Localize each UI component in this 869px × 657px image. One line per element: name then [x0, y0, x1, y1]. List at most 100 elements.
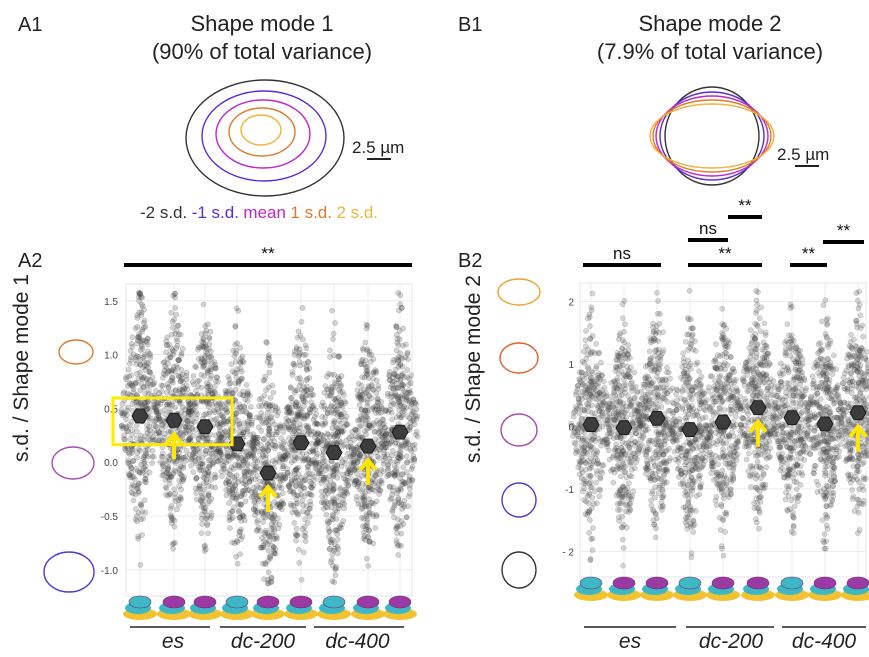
data-point	[179, 389, 186, 395]
data-point	[178, 352, 185, 358]
data-point	[721, 340, 727, 347]
data-point	[184, 386, 191, 393]
data-point	[172, 387, 179, 394]
data-point	[698, 381, 704, 388]
data-point	[648, 367, 655, 373]
data-point	[175, 501, 182, 508]
data-point	[167, 354, 174, 361]
data-point	[614, 501, 621, 507]
data-point	[654, 289, 660, 296]
data-point	[589, 547, 596, 553]
data-point	[173, 458, 180, 465]
data-point	[183, 372, 190, 379]
data-point	[121, 389, 128, 395]
data-point	[720, 495, 727, 502]
data-point	[147, 437, 154, 443]
data-point	[132, 476, 138, 483]
data-point	[616, 415, 623, 422]
data-point	[676, 456, 682, 462]
data-point	[696, 491, 703, 498]
data-point	[643, 399, 649, 406]
data-point	[671, 436, 678, 443]
data-point	[142, 509, 149, 516]
data-point	[142, 338, 149, 344]
data-point	[142, 463, 149, 470]
data-point	[628, 455, 634, 462]
data-point	[692, 436, 698, 443]
data-point	[132, 357, 139, 364]
data-point	[617, 393, 623, 399]
data-point	[685, 379, 691, 385]
data-point	[129, 431, 136, 438]
data-point	[137, 502, 144, 508]
data-point	[166, 474, 172, 481]
data-point	[623, 414, 630, 421]
data-point	[581, 407, 588, 414]
data-point	[132, 381, 139, 387]
data-point	[169, 375, 176, 381]
data-point	[134, 353, 140, 359]
data-point	[141, 452, 148, 459]
data-point	[161, 434, 168, 441]
a1-title-line2: (90% of total variance)	[151, 39, 373, 64]
data-point	[151, 427, 158, 434]
data-point	[590, 525, 596, 531]
data-point	[627, 380, 634, 387]
data-point	[138, 399, 144, 406]
data-point	[161, 367, 168, 374]
data-point	[138, 501, 144, 507]
data-point	[587, 323, 593, 330]
data-point	[622, 321, 628, 328]
data-point	[144, 399, 150, 405]
data-point	[159, 462, 166, 469]
data-point	[176, 465, 182, 472]
data-point	[124, 407, 131, 414]
data-point	[719, 516, 726, 523]
data-point	[131, 482, 138, 489]
data-point	[141, 362, 148, 369]
data-point	[185, 409, 192, 416]
data-point	[622, 491, 629, 498]
data-point	[144, 422, 150, 429]
data-point	[128, 489, 135, 496]
data-point	[160, 359, 167, 366]
data-point	[147, 369, 154, 376]
data-point	[575, 464, 582, 471]
data-point	[162, 484, 169, 490]
data-point	[651, 521, 657, 528]
data-point	[587, 455, 594, 462]
data-point	[723, 511, 730, 518]
data-point	[144, 339, 150, 345]
data-point	[160, 370, 167, 377]
data-point	[761, 320, 768, 327]
data-point	[134, 485, 141, 492]
data-point	[169, 402, 175, 409]
data-point	[620, 562, 626, 569]
data-point	[686, 287, 693, 294]
data-point	[165, 384, 172, 390]
data-point	[139, 343, 145, 350]
data-point	[628, 437, 634, 443]
data-point	[643, 470, 649, 477]
data-point	[723, 482, 730, 489]
data-point	[129, 382, 135, 389]
data-point	[727, 392, 734, 399]
data-point	[135, 509, 142, 516]
data-point	[135, 334, 141, 341]
data-point	[626, 368, 633, 375]
data-point	[685, 514, 691, 521]
data-point	[681, 383, 688, 389]
data-point	[654, 310, 661, 317]
data-point	[139, 326, 146, 333]
data-point	[133, 399, 140, 406]
data-point	[172, 460, 179, 467]
data-point	[650, 401, 656, 407]
data-point	[183, 429, 189, 436]
data-point	[716, 361, 723, 368]
data-point	[630, 488, 637, 495]
data-point	[718, 503, 725, 510]
data-point	[127, 472, 133, 478]
data-point	[650, 379, 656, 385]
data-point	[693, 361, 700, 368]
data-point	[657, 385, 664, 392]
